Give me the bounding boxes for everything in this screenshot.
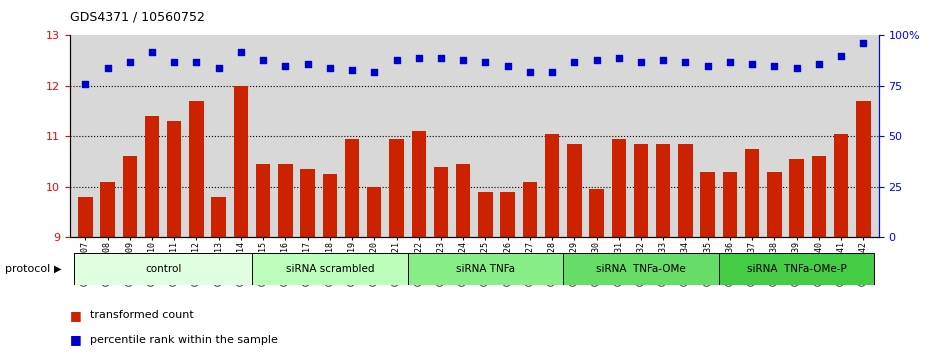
Point [523,69,538,75]
Text: ■: ■ [70,333,82,346]
Bar [233,86,248,237]
Text: protocol: protocol [5,264,50,274]
Point [323,65,338,70]
Bar [478,192,493,237]
Point [233,49,248,55]
Bar [407,253,564,285]
Bar [189,101,204,237]
Bar [567,144,581,237]
Bar [767,172,781,237]
Point [100,65,115,70]
Point [300,61,315,67]
Point [345,67,360,73]
Point [278,63,293,69]
Text: siRNA  TNFa-OMe: siRNA TNFa-OMe [596,264,686,274]
Bar [78,197,92,237]
Text: ■: ■ [70,309,82,321]
Bar [745,149,760,237]
Bar [367,187,381,237]
Point [678,59,693,64]
Bar [612,139,626,237]
Bar [545,134,559,237]
Point [366,69,381,75]
Bar [723,172,737,237]
Bar [345,139,359,237]
Point [166,59,181,64]
Text: siRNA  TNFa-OMe-P: siRNA TNFa-OMe-P [747,264,846,274]
Bar [700,172,715,237]
Text: percentile rank within the sample: percentile rank within the sample [90,335,278,345]
Point [767,63,782,69]
Bar [678,144,693,237]
Text: control: control [145,264,181,274]
Bar [790,159,804,237]
Bar [590,189,604,237]
Point [700,63,715,69]
Bar [812,156,826,237]
Point [567,59,582,64]
Point [545,69,560,75]
Text: transformed count: transformed count [90,310,194,320]
Bar [523,182,538,237]
Point [611,55,626,61]
Point [211,65,226,70]
Point [256,57,271,62]
Bar [323,174,337,237]
Point [478,59,493,64]
Bar [252,253,407,285]
Bar [390,139,404,237]
Bar [656,144,671,237]
Bar [300,169,315,237]
Point [123,59,138,64]
Bar [145,116,159,237]
Bar [719,253,874,285]
Point [189,59,204,64]
Text: siRNA TNFa: siRNA TNFa [456,264,515,274]
Point [144,49,159,55]
Bar [433,167,448,237]
Text: GDS4371 / 10560752: GDS4371 / 10560752 [70,11,205,24]
Point [78,81,93,87]
Bar [834,134,848,237]
Bar [411,131,426,237]
Bar [256,164,271,237]
Point [389,57,404,62]
Point [633,59,648,64]
Bar [564,253,719,285]
Point [723,59,737,64]
Point [811,61,826,67]
Point [433,55,448,61]
Point [456,57,471,62]
Bar [500,192,515,237]
Bar [456,164,471,237]
Bar [74,253,252,285]
Point [589,57,604,62]
Bar [100,182,114,237]
Bar [857,101,870,237]
Point [411,55,426,61]
Point [500,63,515,69]
Text: ▶: ▶ [54,264,61,274]
Point [856,41,870,46]
Point [745,61,760,67]
Bar [123,156,137,237]
Point [833,53,848,58]
Bar [633,144,648,237]
Text: siRNA scrambled: siRNA scrambled [286,264,374,274]
Point [790,65,804,70]
Bar [211,197,226,237]
Bar [167,121,181,237]
Point [656,57,671,62]
Bar [278,164,293,237]
